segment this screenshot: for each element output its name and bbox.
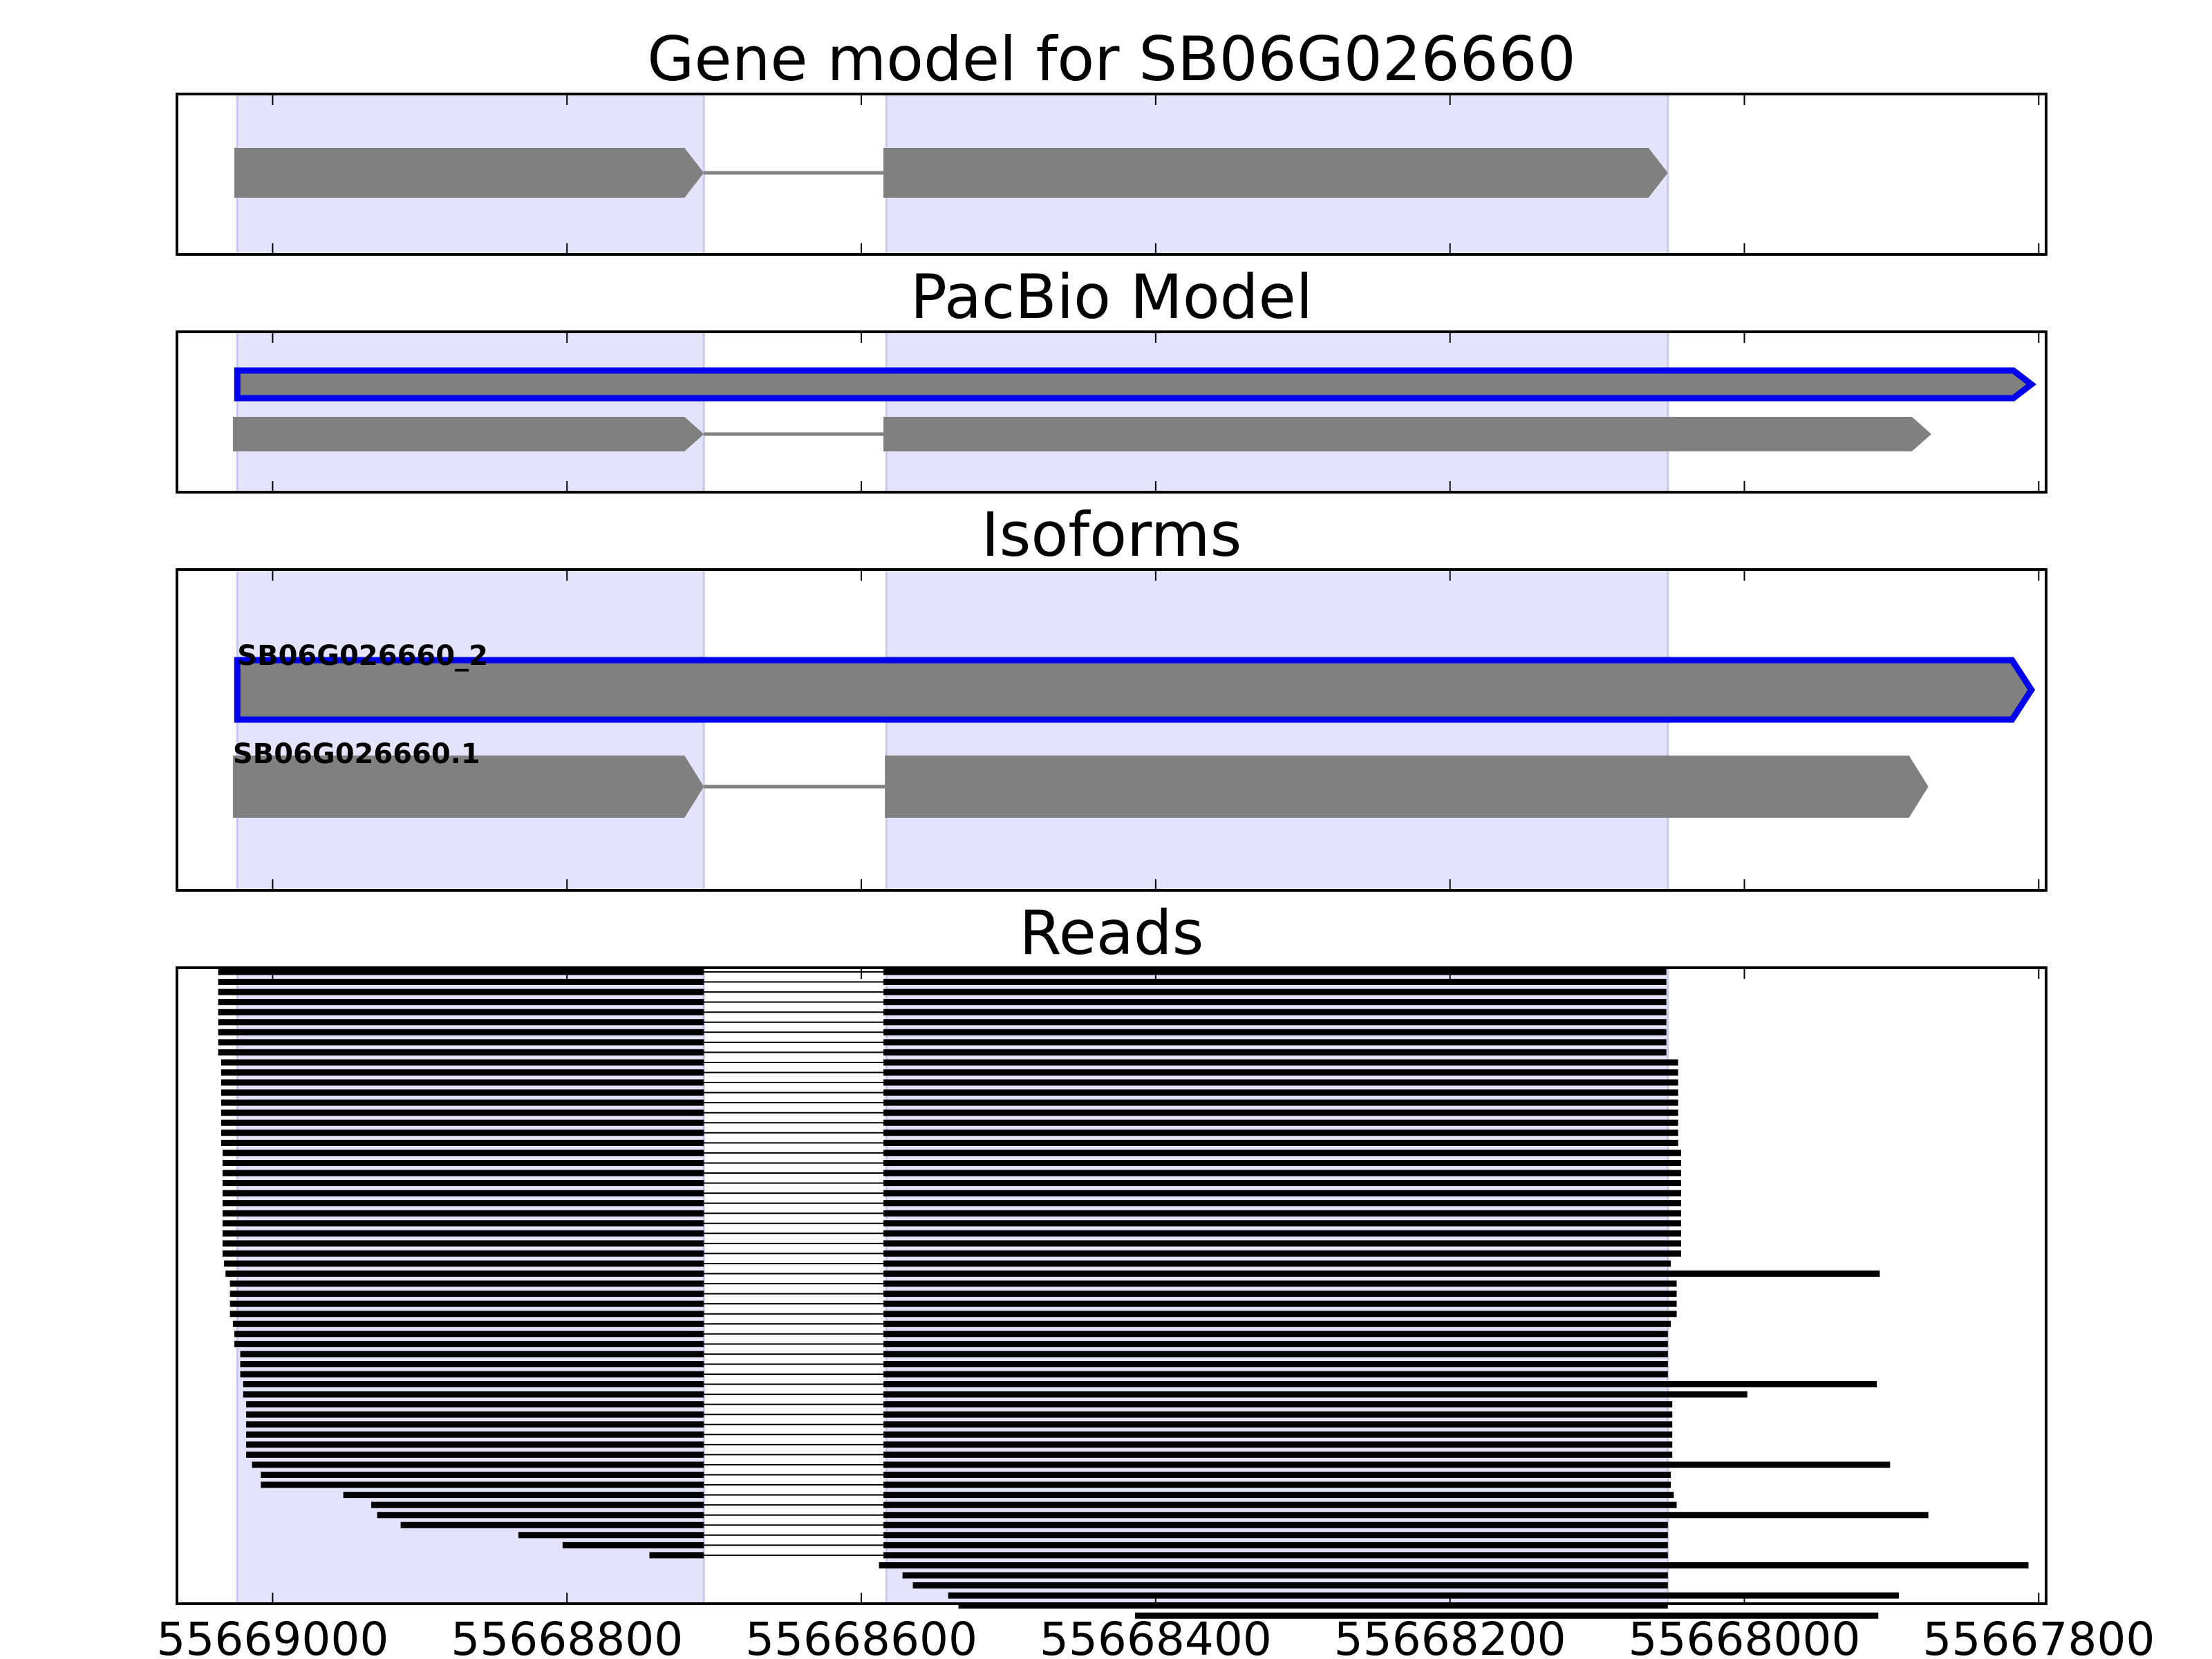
isoform-label-2: SB06G026660_2 xyxy=(237,640,488,672)
isoform-track-2-exon xyxy=(234,657,2036,723)
isoform-track-1-exon xyxy=(232,756,704,818)
pacbio-track-exon xyxy=(883,417,1931,451)
panel-frame xyxy=(176,93,2047,256)
x-tick-label: 55668400 xyxy=(1040,1613,1272,1659)
x-tick-label: 55668800 xyxy=(451,1613,683,1659)
x-tick-label: 55668000 xyxy=(1629,1613,1861,1659)
gene-model-track-exon xyxy=(883,148,1668,198)
panel-pacbio-model: PacBio Model xyxy=(176,261,2047,494)
panel-title-reads: Reads xyxy=(1020,897,1204,968)
panel-title-isoforms: Isoforms xyxy=(982,499,1242,570)
pacbio-track-outlined-exon xyxy=(234,367,2037,402)
panel-title-gene-model: Gene model for SB06G026660 xyxy=(647,24,1576,95)
panel-isoforms: Isoforms SB06G026660_2 SB06G026660.1 xyxy=(176,499,2047,892)
panel-gene-model: Gene model for SB06G026660 xyxy=(176,24,2047,256)
gene-model-track-exon xyxy=(234,148,704,198)
isoform-track-1-exon xyxy=(885,756,1929,818)
pacbio-track-exon xyxy=(232,417,704,451)
panel-reads: Reads xyxy=(176,897,2047,1619)
panel-frame xyxy=(176,966,2047,1605)
highlight-band xyxy=(885,330,1669,494)
highlight-band xyxy=(236,330,705,494)
highlight-band xyxy=(236,568,705,892)
x-tick-label: 55667800 xyxy=(1922,1613,2155,1659)
panel-frame xyxy=(176,568,2047,892)
x-tick-label: 55668600 xyxy=(745,1613,977,1659)
x-tick-label: 55668200 xyxy=(1334,1613,1566,1659)
x-axis: 55669000 55668800 55668600 55668400 5566… xyxy=(156,1613,2155,1659)
highlight-band xyxy=(885,568,1669,892)
isoform-label-1: SB06G026660.1 xyxy=(233,738,480,770)
x-tick-label: 55669000 xyxy=(156,1613,388,1659)
panel-title-pacbio-model: PacBio Model xyxy=(910,261,1313,332)
panel-frame xyxy=(176,330,2047,494)
